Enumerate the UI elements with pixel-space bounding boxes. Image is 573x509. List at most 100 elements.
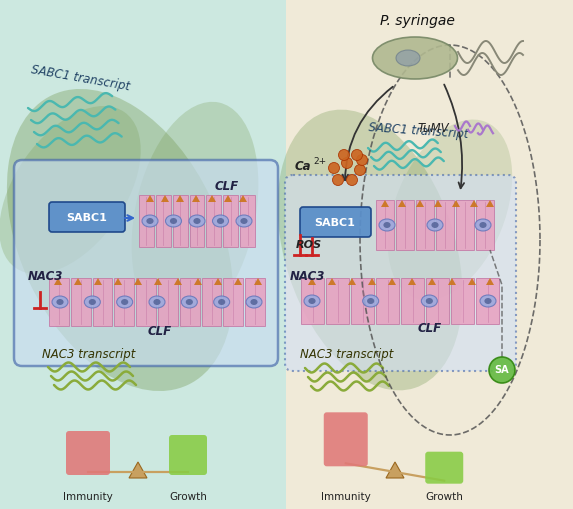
- Polygon shape: [416, 200, 424, 207]
- Polygon shape: [194, 278, 202, 285]
- Bar: [451, 278, 474, 324]
- Text: CLF: CLF: [418, 322, 442, 335]
- FancyBboxPatch shape: [300, 207, 371, 237]
- Polygon shape: [134, 278, 142, 285]
- Polygon shape: [74, 278, 82, 285]
- Circle shape: [342, 157, 352, 168]
- Text: Ca: Ca: [295, 160, 312, 173]
- Ellipse shape: [132, 102, 258, 328]
- Bar: [49, 278, 69, 326]
- Ellipse shape: [241, 218, 248, 224]
- Ellipse shape: [213, 215, 229, 227]
- Ellipse shape: [475, 219, 491, 231]
- Ellipse shape: [154, 299, 160, 305]
- Polygon shape: [161, 195, 169, 202]
- Text: SABC1 transcript: SABC1 transcript: [368, 121, 469, 141]
- Bar: [136, 278, 156, 326]
- Polygon shape: [388, 278, 396, 285]
- Polygon shape: [368, 278, 376, 285]
- Circle shape: [356, 155, 367, 165]
- Bar: [93, 278, 112, 326]
- Bar: [223, 278, 243, 326]
- Text: NAC3 transcript: NAC3 transcript: [42, 348, 135, 361]
- Polygon shape: [114, 278, 122, 285]
- Text: SA: SA: [494, 365, 509, 375]
- Text: ROS: ROS: [296, 240, 322, 250]
- Polygon shape: [176, 195, 184, 202]
- Circle shape: [489, 357, 515, 383]
- Ellipse shape: [383, 222, 391, 228]
- Polygon shape: [398, 200, 406, 207]
- Ellipse shape: [426, 298, 433, 304]
- Polygon shape: [146, 195, 154, 202]
- Ellipse shape: [427, 219, 443, 231]
- Bar: [190, 195, 205, 247]
- Text: Immunity: Immunity: [321, 492, 371, 502]
- Ellipse shape: [363, 295, 379, 307]
- Bar: [376, 278, 399, 324]
- Ellipse shape: [117, 296, 133, 308]
- Ellipse shape: [84, 296, 100, 308]
- Bar: [401, 278, 424, 324]
- Text: CLF: CLF: [148, 325, 172, 338]
- Ellipse shape: [421, 295, 437, 307]
- Bar: [376, 200, 394, 250]
- Ellipse shape: [484, 298, 492, 304]
- Polygon shape: [468, 278, 476, 285]
- Ellipse shape: [149, 296, 165, 308]
- Polygon shape: [224, 195, 232, 202]
- Polygon shape: [452, 200, 460, 207]
- Bar: [245, 278, 265, 326]
- Ellipse shape: [379, 219, 395, 231]
- Text: Immunity: Immunity: [63, 492, 113, 502]
- Ellipse shape: [246, 296, 262, 308]
- FancyBboxPatch shape: [66, 431, 110, 475]
- Polygon shape: [192, 195, 200, 202]
- Ellipse shape: [304, 295, 320, 307]
- Polygon shape: [254, 278, 262, 285]
- Polygon shape: [348, 278, 356, 285]
- Bar: [286, 0, 573, 509]
- Bar: [476, 278, 499, 324]
- Bar: [158, 278, 178, 326]
- Bar: [416, 200, 434, 250]
- Bar: [436, 200, 454, 250]
- Ellipse shape: [89, 299, 96, 305]
- Circle shape: [328, 162, 339, 174]
- Polygon shape: [381, 200, 389, 207]
- FancyBboxPatch shape: [169, 435, 207, 475]
- Ellipse shape: [186, 299, 193, 305]
- Ellipse shape: [480, 222, 486, 228]
- Circle shape: [355, 164, 366, 176]
- Polygon shape: [129, 462, 147, 478]
- Polygon shape: [386, 462, 404, 478]
- Text: NAC3: NAC3: [290, 270, 325, 283]
- Ellipse shape: [236, 215, 252, 227]
- FancyBboxPatch shape: [14, 160, 278, 366]
- Bar: [351, 278, 374, 324]
- Ellipse shape: [277, 109, 462, 390]
- Text: SABC1: SABC1: [66, 213, 108, 223]
- Polygon shape: [208, 195, 216, 202]
- Ellipse shape: [367, 298, 374, 304]
- Polygon shape: [308, 278, 316, 285]
- Bar: [206, 195, 221, 247]
- FancyBboxPatch shape: [425, 451, 463, 484]
- Polygon shape: [94, 278, 102, 285]
- Polygon shape: [214, 278, 222, 285]
- Ellipse shape: [166, 215, 182, 227]
- Ellipse shape: [218, 299, 225, 305]
- FancyBboxPatch shape: [285, 175, 516, 371]
- Bar: [240, 195, 255, 247]
- Polygon shape: [154, 278, 162, 285]
- Ellipse shape: [170, 218, 177, 224]
- Circle shape: [347, 175, 358, 185]
- Polygon shape: [54, 278, 62, 285]
- Circle shape: [339, 150, 350, 160]
- Polygon shape: [448, 278, 456, 285]
- Ellipse shape: [142, 215, 158, 227]
- Ellipse shape: [480, 295, 496, 307]
- Text: NAC3 transcript: NAC3 transcript: [300, 348, 394, 361]
- Text: SABC1 transcript: SABC1 transcript: [30, 63, 131, 93]
- Bar: [326, 278, 349, 324]
